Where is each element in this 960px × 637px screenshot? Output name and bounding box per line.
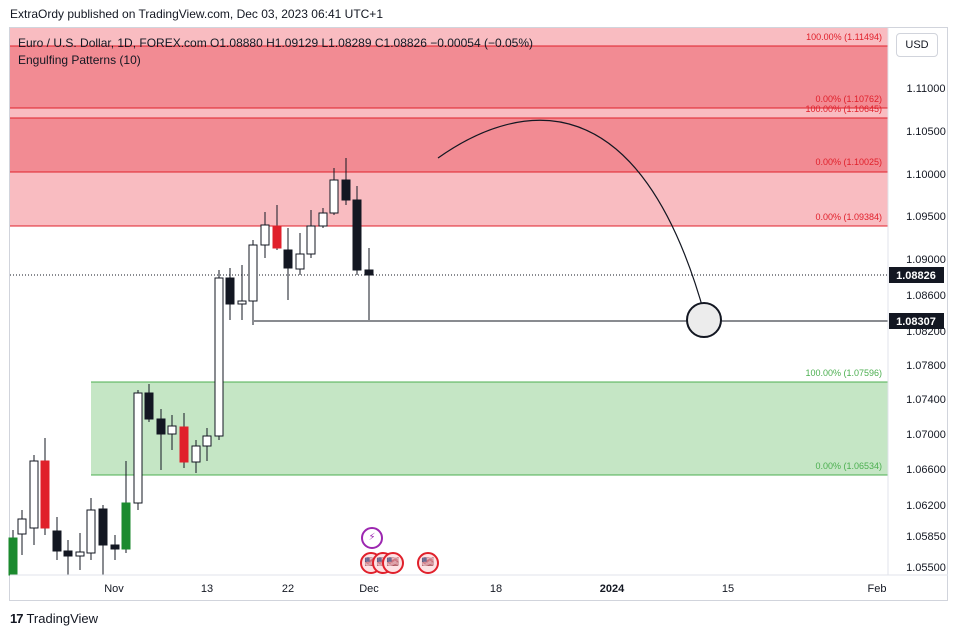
candle-body[interactable] (295, 253, 305, 270)
target-circle[interactable] (686, 302, 722, 338)
zone-label: 0.00% (1.10762) (815, 94, 882, 104)
price-tick-label: 1.11000 (907, 83, 946, 95)
projection-arc[interactable] (437, 119, 706, 317)
price-tick-label: 1.05850 (906, 531, 946, 543)
candle-body[interactable] (272, 225, 282, 249)
price-tick-label: 1.07400 (906, 394, 946, 406)
currency-button[interactable]: USD (896, 33, 938, 57)
zone-label: 100.00% (1.11494) (806, 32, 882, 42)
candle-body[interactable] (237, 300, 247, 305)
candles (8, 158, 374, 576)
candle-body[interactable] (63, 550, 73, 557)
last-price-tag (889, 267, 944, 283)
price-tick-label: 1.08600 (906, 290, 946, 302)
candle-body[interactable] (156, 418, 166, 435)
candle-body[interactable] (225, 277, 235, 305)
time-tick-label: 2024 (600, 583, 625, 595)
candle-body[interactable] (364, 269, 374, 276)
symbol-line: Euro / U.S. Dollar, 1D, FOREX.com O1.088… (18, 36, 533, 50)
price-tick-label: 1.06200 (906, 500, 946, 512)
zone-label: 100.00% (1.10645) (805, 104, 882, 114)
us-flag-event-icon[interactable]: 🇺🇸 (417, 552, 439, 574)
zone-label: 100.00% (1.07596) (805, 368, 882, 378)
candle-body[interactable] (167, 425, 177, 435)
candle-body[interactable] (98, 508, 108, 546)
candle-body[interactable] (179, 426, 189, 463)
footer: 17 TradingView (10, 611, 98, 626)
zone-label: 0.00% (1.10025) (815, 157, 882, 167)
candle-body[interactable] (352, 199, 362, 271)
price-tick-label: 1.07800 (906, 360, 946, 372)
line-price-tag (889, 313, 944, 329)
candle-body[interactable] (191, 445, 201, 463)
candle-body[interactable] (202, 435, 212, 447)
price-tick-label: 1.05500 (906, 562, 946, 574)
candle-body[interactable] (75, 551, 85, 557)
tradingview-logo-icon: 17 (10, 611, 24, 626)
price-tick-label: 1.10000 (906, 169, 946, 181)
last-price-label: 1.08826 (896, 270, 936, 282)
published-line: ExtraOrdy published on TradingView.com, … (10, 7, 383, 21)
candle-body[interactable] (318, 212, 328, 227)
time-tick-label: 22 (282, 583, 294, 595)
candle-body[interactable] (29, 460, 39, 529)
candle-body[interactable] (283, 249, 293, 269)
green-support-zone (91, 382, 888, 475)
chart-legend[interactable]: Euro / U.S. Dollar, 1D, FOREX.com O1.088… (18, 35, 533, 69)
candle-body[interactable] (86, 509, 96, 554)
red-zone-upper (10, 46, 888, 108)
time-tick-label: 18 (490, 583, 502, 595)
candle-body[interactable] (341, 179, 351, 201)
time-tick-label: 13 (201, 583, 213, 595)
candle-body[interactable] (260, 224, 270, 246)
footer-brand: TradingView (26, 611, 99, 626)
candle-body[interactable] (144, 392, 154, 420)
price-tick-label: 1.09500 (906, 211, 946, 223)
candle-body[interactable] (214, 277, 224, 437)
time-tick-label: 15 (722, 583, 734, 595)
price-tick-label: 1.06600 (906, 464, 946, 476)
price-tick-label: 1.09000 (906, 254, 946, 266)
candle-body[interactable] (133, 392, 143, 504)
price-tick-label: 1.07000 (906, 429, 946, 441)
zone-label: 0.00% (1.06534) (815, 461, 882, 471)
time-tick-label: Nov (104, 583, 124, 595)
indicator-line[interactable]: Engulfing Patterns (10) (18, 53, 141, 67)
candle-body[interactable] (306, 225, 316, 255)
time-tick-label: Feb (868, 583, 887, 595)
price-tick-label: 1.10500 (906, 126, 946, 138)
candle-body[interactable] (121, 502, 131, 550)
time-tick-label: Dec (359, 583, 379, 595)
candle-body[interactable] (110, 544, 120, 550)
us-flag-event-icon[interactable]: 🇺🇸 (382, 552, 404, 574)
candle-body[interactable] (40, 460, 50, 529)
line-price-label: 1.08307 (896, 316, 936, 328)
zone-label: 0.00% (1.09384) (815, 212, 882, 222)
candle-body[interactable] (52, 530, 62, 552)
candle-body[interactable] (248, 244, 258, 302)
red-zone-lower (10, 118, 888, 172)
candle-body[interactable] (17, 518, 27, 535)
flash-event-icon[interactable]: ⚡ (361, 527, 383, 549)
candle-body[interactable] (8, 537, 18, 576)
candle-body[interactable] (329, 179, 339, 214)
